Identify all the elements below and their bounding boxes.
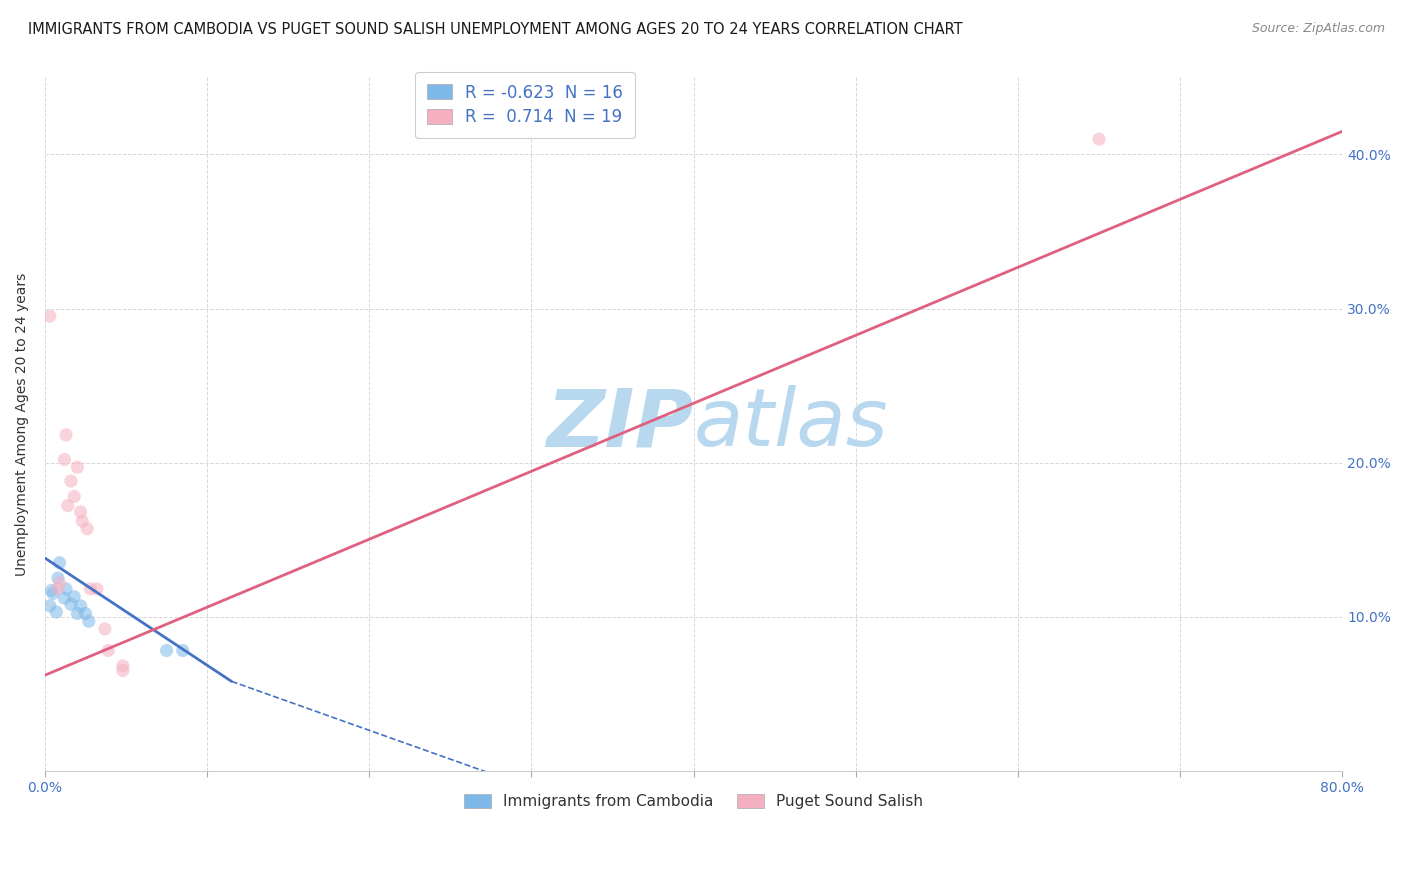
- Point: [97, 643, 120, 657]
- Point: [155, 643, 177, 657]
- Text: atlas: atlas: [693, 385, 889, 463]
- Point: [1088, 132, 1111, 146]
- Point: [111, 664, 134, 678]
- Point: [66, 607, 89, 621]
- Point: [72, 514, 94, 528]
- Legend: Immigrants from Cambodia, Puget Sound Salish: Immigrants from Cambodia, Puget Sound Sa…: [457, 788, 929, 815]
- Point: [56, 499, 79, 513]
- Point: [111, 659, 134, 673]
- Point: [94, 622, 117, 636]
- Point: [63, 590, 86, 604]
- Point: [38, 599, 60, 613]
- Point: [59, 474, 82, 488]
- Text: ZIP: ZIP: [547, 385, 693, 463]
- Point: [42, 586, 65, 600]
- Point: [75, 607, 97, 621]
- Point: [48, 575, 70, 590]
- Point: [48, 556, 70, 570]
- Point: [55, 582, 77, 596]
- Point: [53, 452, 76, 467]
- Point: [69, 599, 91, 613]
- Point: [66, 460, 89, 475]
- Point: [55, 427, 77, 442]
- Point: [38, 310, 60, 324]
- Text: Source: ZipAtlas.com: Source: ZipAtlas.com: [1251, 22, 1385, 36]
- Point: [76, 522, 98, 536]
- Point: [63, 490, 86, 504]
- Point: [86, 582, 108, 596]
- Point: [59, 597, 82, 611]
- Point: [46, 571, 69, 585]
- Point: [53, 591, 76, 606]
- Point: [46, 582, 69, 596]
- Point: [41, 583, 63, 598]
- Point: [77, 614, 100, 628]
- Point: [172, 643, 194, 657]
- Y-axis label: Unemployment Among Ages 20 to 24 years: Unemployment Among Ages 20 to 24 years: [15, 272, 30, 575]
- Text: IMMIGRANTS FROM CAMBODIA VS PUGET SOUND SALISH UNEMPLOYMENT AMONG AGES 20 TO 24 : IMMIGRANTS FROM CAMBODIA VS PUGET SOUND …: [28, 22, 963, 37]
- Point: [79, 582, 101, 596]
- Point: [69, 505, 91, 519]
- Point: [45, 605, 67, 619]
